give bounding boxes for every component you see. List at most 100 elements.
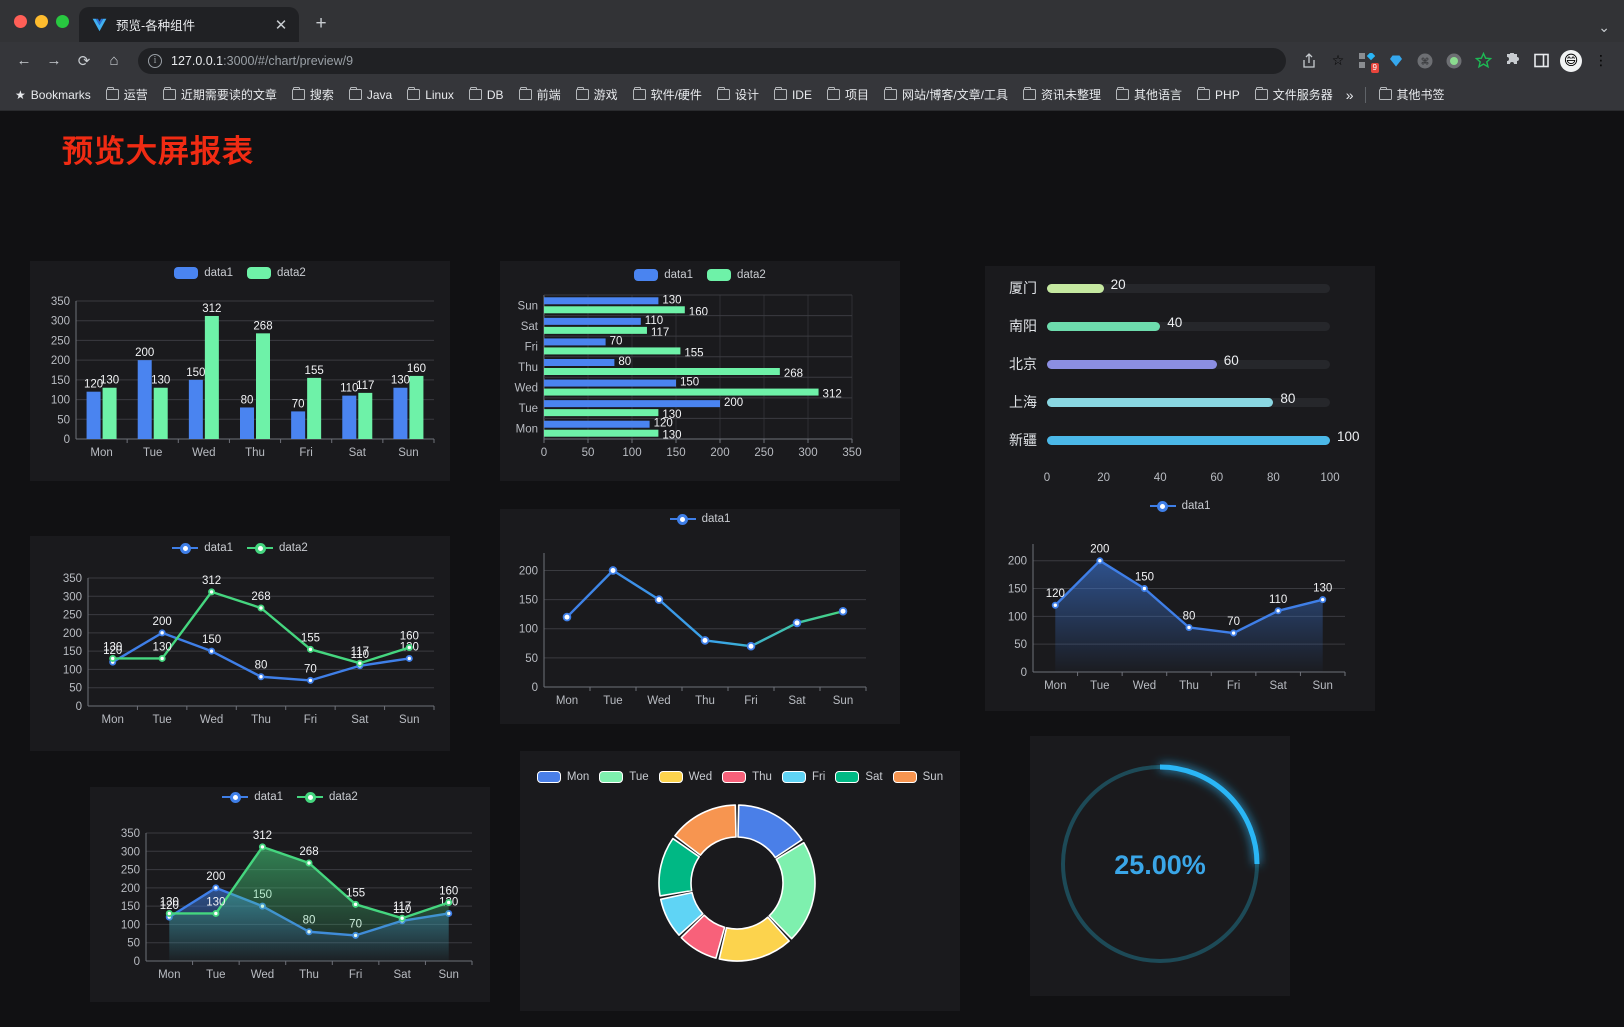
bookmark-folder[interactable]: 前端 (512, 83, 568, 106)
chart-area-single[interactable]: data1 0 50 100 150 200 Mon Tue Wed Thu Fri Sat Sun 1… (985, 496, 1375, 711)
legend-item[interactable]: Sun (892, 771, 943, 783)
svg-text:100: 100 (1320, 472, 1339, 484)
diamond-icon[interactable] (1383, 48, 1409, 74)
bookmark-folder[interactable]: 其他语言 (1109, 83, 1189, 106)
bookmarks-overflow-icon[interactable]: » (1345, 86, 1354, 103)
legend-item[interactable]: data2 (707, 269, 766, 281)
other-bookmarks-folder[interactable]: 其他书签 (1372, 83, 1452, 106)
svg-text:250: 250 (51, 335, 70, 347)
legend-item[interactable]: data1 (172, 542, 233, 554)
legend-item[interactable]: data2 (247, 542, 308, 554)
progress-row-label: 北京 (1009, 357, 1037, 373)
bookmark-label: 近期需要读的文章 (180, 88, 277, 102)
chart-bar-vertical[interactable]: data1 data2 0 50 100 150 200 250 300 350 Mon 120 1… (30, 261, 450, 481)
close-tab-icon[interactable]: ✕ (274, 16, 288, 34)
svg-text:Wed: Wed (200, 714, 223, 726)
progress-axis: 0 20 40 60 80 100 (1044, 472, 1340, 484)
bookmark-folder[interactable]: 资讯未整理 (1016, 83, 1108, 106)
progress-row[interactable]: 南阳 40 (985, 307, 1330, 345)
address-bar[interactable]: i 127.0.0.1:3000/#/chart/preview/9 (138, 47, 1286, 74)
bookmark-folder[interactable]: 运营 (99, 83, 155, 106)
bookmark-folder[interactable]: 设计 (710, 83, 766, 106)
chart-donut[interactable]: Mon Tue Wed Thu Fri Sat Sun (520, 751, 960, 1011)
bookmark-folder[interactable]: 项目 (820, 83, 876, 106)
folder-icon (291, 86, 305, 100)
chart-line-gradient[interactable]: data1 0 50 100 150 200 Mon Tue Wed Thu Fri Sat Sun (500, 509, 900, 724)
legend-label: Thu (752, 771, 772, 783)
star-outline-icon[interactable] (1470, 48, 1496, 74)
avatar[interactable]: 😄 (1560, 49, 1582, 72)
chevron-down-icon[interactable]: ⌄ (1598, 19, 1610, 35)
bookmark-folder[interactable]: IDE (767, 85, 819, 105)
svg-text:100: 100 (63, 664, 82, 676)
green-circle-icon[interactable] (1441, 48, 1467, 74)
legend-item[interactable]: data1 (634, 269, 693, 281)
maximize-window-button[interactable] (56, 14, 69, 28)
share-icon[interactable] (1296, 48, 1322, 74)
bookmark-folder[interactable]: PHP (1190, 85, 1247, 105)
bookmarks-root[interactable]: ★ Bookmarks (8, 85, 98, 105)
progress-row[interactable]: 新疆 100 (985, 421, 1360, 459)
svg-text:312: 312 (202, 575, 221, 587)
line-gradient-plot: 0 50 100 150 200 Mon Tue Wed Thu Fri Sat Sun (519, 553, 867, 707)
gauge-plot: 25.00% (1061, 764, 1260, 963)
bookmark-folder[interactable]: 近期需要读的文章 (156, 83, 284, 106)
legend-item[interactable]: data1 (669, 513, 730, 525)
legend-item[interactable]: data2 (297, 791, 358, 803)
bookmark-folder[interactable]: 游戏 (569, 83, 625, 106)
legend-item[interactable]: data1 (174, 267, 233, 279)
chart-area-dual[interactable]: data1 data2 0 50 100 150 200 250 300 350 Mon Tue W… (90, 787, 490, 1002)
area-single-plot: 0 50 100 150 200 Mon Tue Wed Thu Fri Sat Sun 120 200 1… (1008, 544, 1346, 692)
chart-line-dual[interactable]: data1 data2 0 50 100 150 200 250 300 350 Mon Tue W… (30, 536, 450, 751)
progress-row[interactable]: 厦门 20 (985, 269, 1330, 307)
browser-menu-icon[interactable]: ⋮ (1594, 52, 1608, 68)
progress-row[interactable]: 北京 60 (985, 345, 1330, 383)
back-icon[interactable]: ← (16, 52, 32, 69)
bookmark-star-icon[interactable]: ☆ (1331, 52, 1345, 68)
legend-item[interactable]: Tue (599, 771, 649, 783)
legend-item[interactable]: data1 (1149, 500, 1210, 512)
bookmark-folder[interactable]: 软件/硬件 (626, 83, 709, 106)
svg-text:160: 160 (407, 363, 426, 375)
legend-item[interactable]: Sat (835, 771, 883, 783)
browser-tab[interactable]: 预览-各种组件 ✕ (79, 7, 299, 42)
legend-item[interactable]: Thu (722, 771, 772, 783)
svg-text:80: 80 (1267, 472, 1280, 484)
minimize-window-button[interactable] (35, 14, 48, 28)
bookmark-folder[interactable]: DB (462, 85, 511, 105)
svg-text:Fri: Fri (299, 447, 312, 459)
chart-progress-bars[interactable]: 厦门 20 南阳 40 北京 60 上海 80 新疆 100 0 20 40 60 80 100 (985, 266, 1375, 496)
bookmark-folder[interactable]: 搜索 (285, 83, 341, 106)
bookmark-folder[interactable]: 文件服务器 (1248, 83, 1340, 106)
new-tab-button[interactable]: + (315, 13, 327, 34)
legend-item[interactable]: data1 (222, 791, 283, 803)
forward-icon[interactable]: → (46, 52, 62, 69)
command-circle-icon[interactable]: ⌘ (1412, 48, 1438, 74)
legend-item[interactable]: data2 (247, 267, 306, 279)
svg-text:Thu: Thu (1179, 680, 1199, 692)
svg-text:50: 50 (525, 653, 538, 665)
url-host: 127.0.0.1 (171, 53, 224, 68)
bookmark-folder[interactable]: 网站/博客/文章/工具 (877, 83, 1015, 106)
legend-item[interactable]: Mon (536, 771, 590, 783)
chart-bar-horizontal[interactable]: data1 data2 0 50 100 150 200 250 300 350 Sun 130 1… (500, 261, 900, 481)
chart-gauge[interactable]: 25.00% (1030, 736, 1290, 996)
svg-text:117: 117 (351, 646, 369, 658)
close-window-button[interactable] (14, 14, 27, 28)
home-icon[interactable]: ⌂ (109, 52, 119, 69)
site-info-icon[interactable]: i (148, 53, 162, 68)
extension-grid-icon[interactable]: 9 (1354, 48, 1380, 74)
legend-item[interactable]: Wed (658, 771, 712, 783)
legend-item[interactable]: Fri (781, 771, 825, 783)
svg-text:155: 155 (305, 365, 324, 377)
sidebar-icon[interactable] (1528, 48, 1554, 74)
legend-label: Mon (566, 771, 590, 783)
bookmark-folder[interactable]: Java (342, 85, 399, 105)
svg-text:Mon: Mon (516, 424, 538, 436)
svg-text:Thu: Thu (695, 695, 715, 707)
reload-icon[interactable]: ⟳ (77, 52, 91, 70)
progress-row-label: 新疆 (1009, 433, 1037, 449)
progress-row[interactable]: 上海 80 (985, 383, 1330, 421)
bookmark-folder[interactable]: Linux (400, 85, 461, 105)
puzzle-icon[interactable] (1499, 48, 1525, 74)
